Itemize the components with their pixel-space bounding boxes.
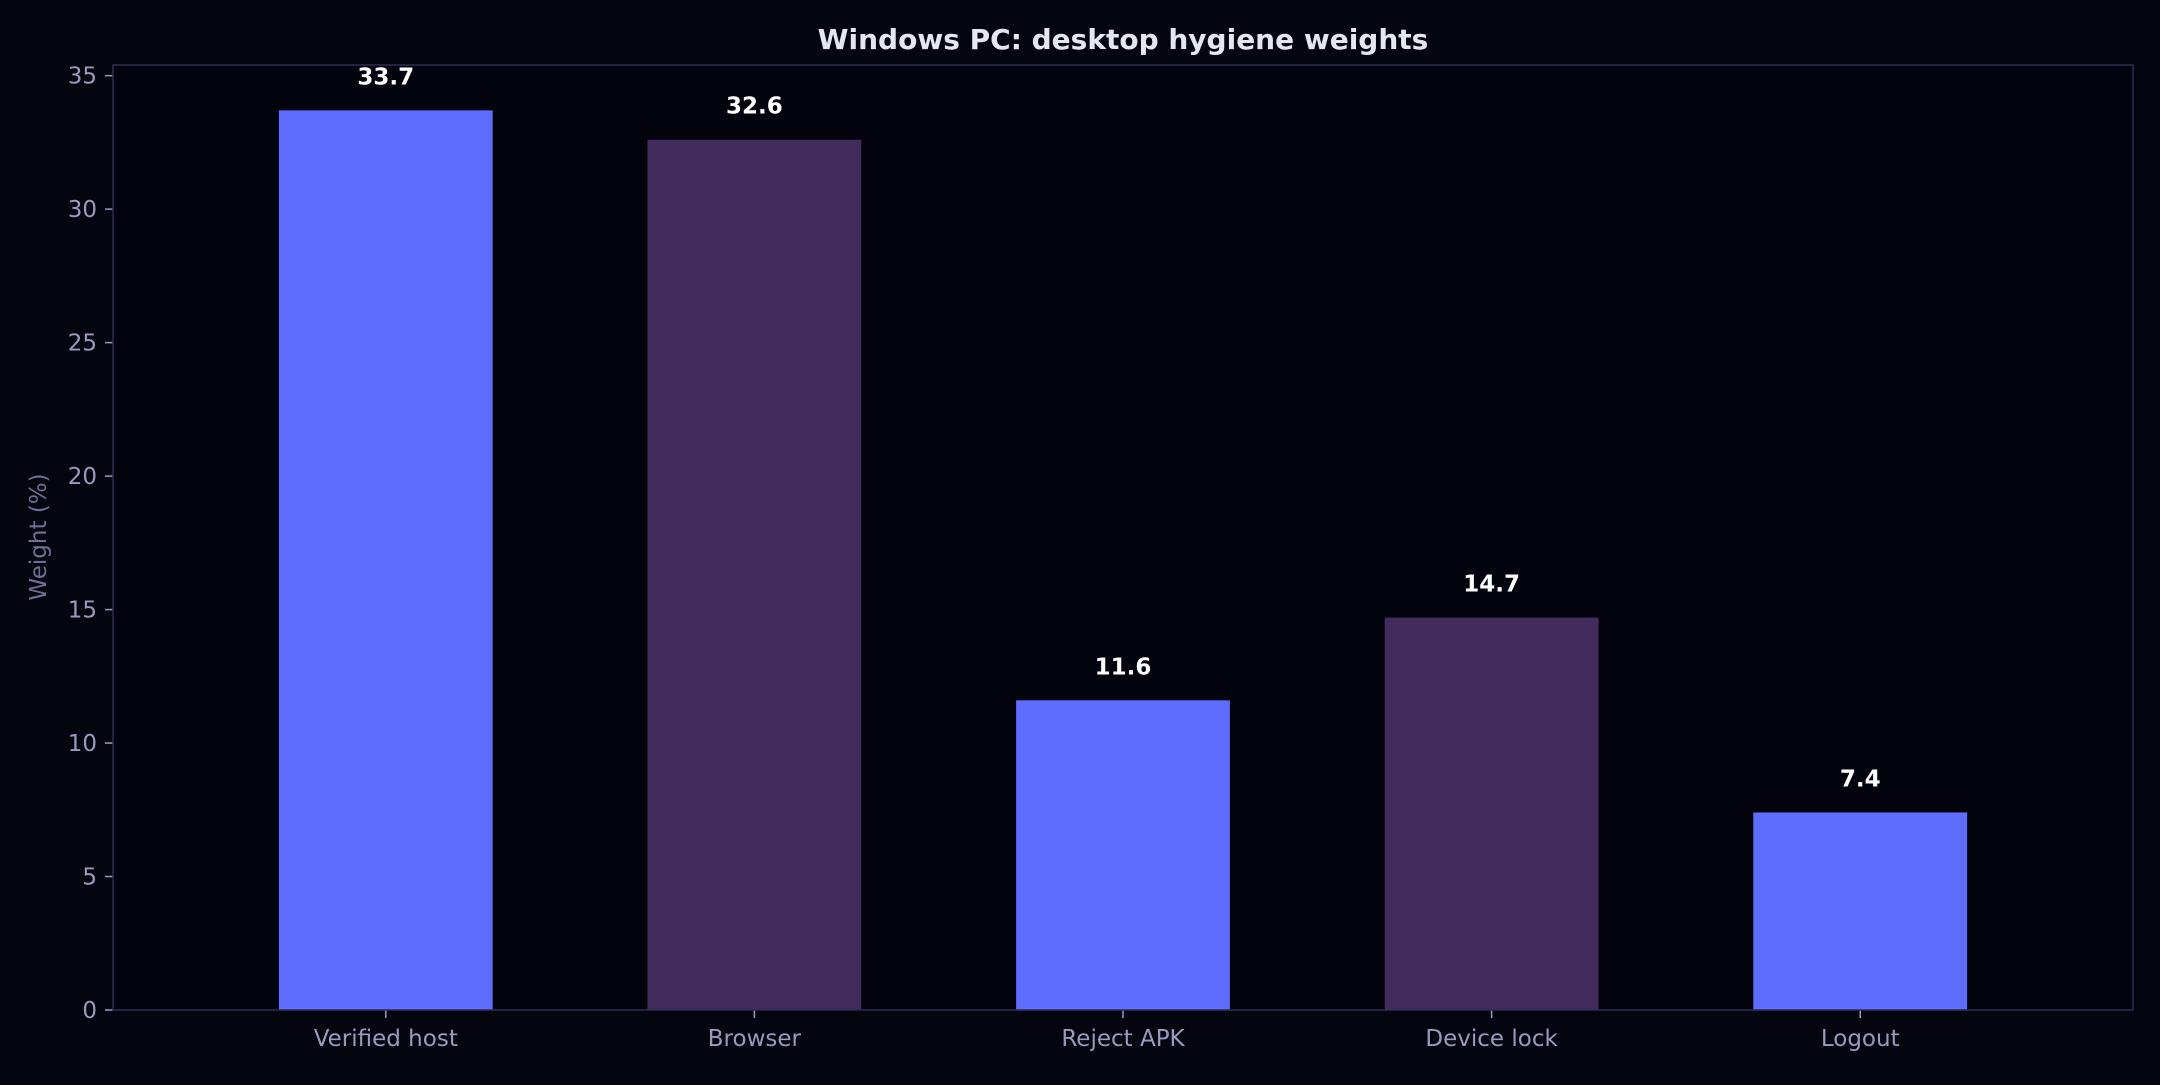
x-axis-ticks: Verified host Browser Reject APK Device loc…: [314, 1010, 1900, 1052]
bar-value-label: 33.7: [357, 64, 414, 90]
y-axis-ticks: 0 5 10 15 20 25 30 35: [68, 64, 113, 1024]
x-tick-label: Browser: [708, 1026, 802, 1052]
axes-frame: [112, 64, 2134, 1011]
chart-title: Windows PC: desktop hygiene weights: [818, 23, 1429, 56]
x-tick-label: Logout: [1821, 1026, 1900, 1052]
bar-value-label: 14.7: [1463, 572, 1520, 598]
bar: [1384, 617, 1599, 1010]
y-tick-label: 20: [68, 464, 97, 490]
y-tick-label: 0: [82, 998, 97, 1024]
bar: [647, 139, 862, 1011]
bar-value-label: 11.6: [1095, 654, 1152, 680]
y-tick-label: 25: [68, 331, 97, 357]
y-tick-label: 30: [68, 197, 97, 223]
y-axis-label: Weight (%): [26, 473, 52, 600]
x-tick-label: Verified host: [314, 1026, 458, 1052]
bar: [1753, 812, 1968, 1010]
bars-group: 33.7 32.6 11.6 14.7 7.4: [278, 64, 1968, 1011]
x-tick-label: Device lock: [1425, 1026, 1558, 1052]
y-tick-label: 5: [82, 865, 97, 891]
bar-value-label: 7.4: [1840, 766, 1881, 792]
y-tick-label: 35: [68, 64, 97, 90]
bar: [278, 110, 493, 1011]
y-tick-label: 10: [68, 731, 97, 757]
bar: [1016, 700, 1230, 1010]
y-tick-label: 15: [68, 598, 97, 624]
x-tick-label: Reject APK: [1061, 1026, 1185, 1052]
bar-value-label: 32.6: [726, 94, 783, 120]
